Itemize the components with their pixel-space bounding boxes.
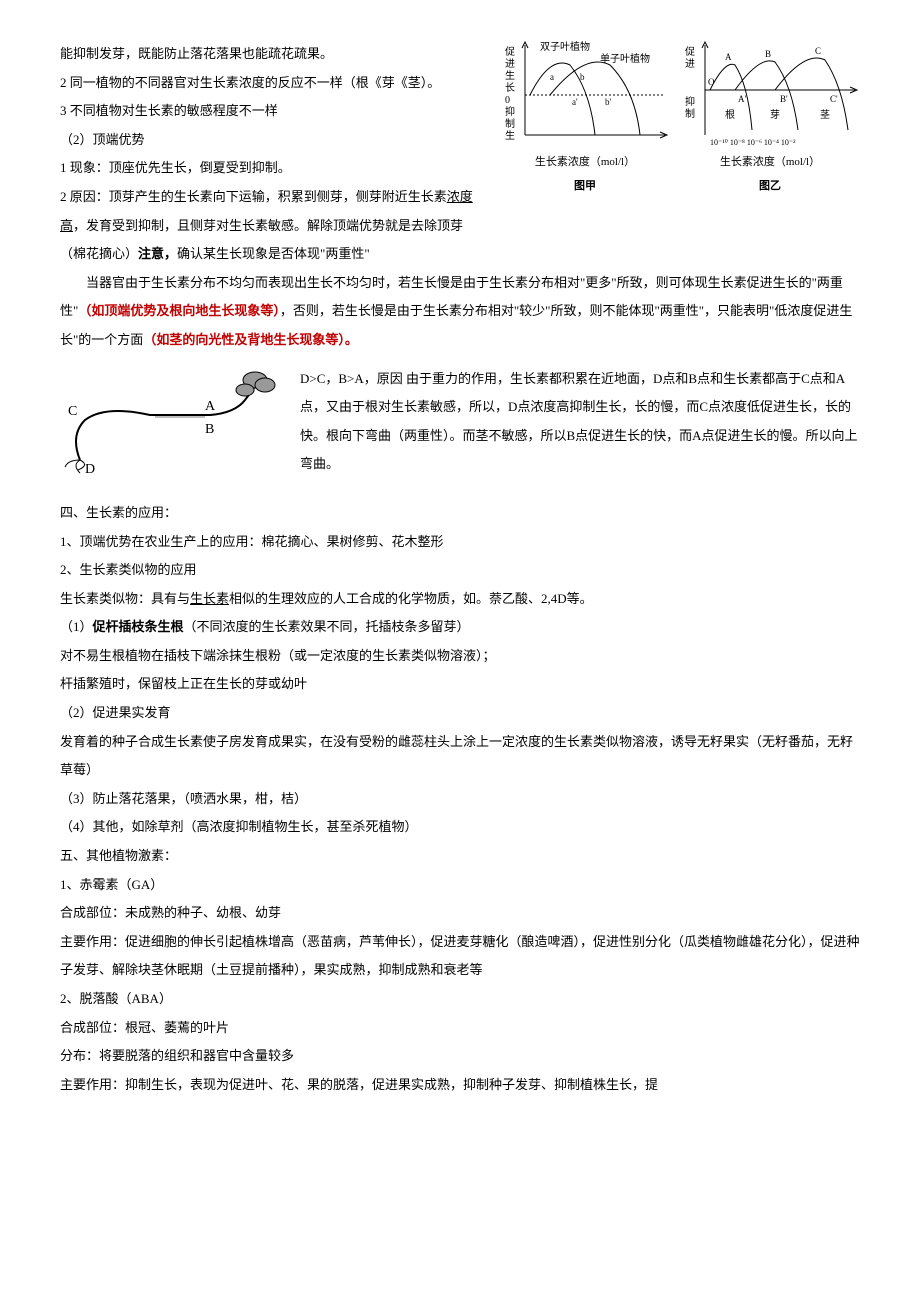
highlight-red-bold: （如顶端优势及根向地生长现象等）: [78, 303, 280, 318]
bold-text: 促杆插枝条生根: [93, 619, 184, 634]
point-B: B: [205, 422, 214, 437]
caption: 图甲: [500, 174, 670, 198]
xlabel: 生长素浓度（mol/l）: [680, 150, 860, 174]
line: 能抑制发芽，既能防止落花落果也能疏花疏果。: [60, 40, 480, 69]
svg-text:芽: 芽: [770, 108, 780, 121]
paragraph-duality: 当器官由于生长素分布不均匀而表现出生长不均匀时，若生长慢是由于生长素分布相对"更…: [60, 269, 860, 355]
bold-text: 注意，: [138, 246, 177, 261]
line: 主要作用：促进细胞的伸长引起植株增高（恶苗病，芦苇伸长），促进麦芽糖化（酿造啤酒…: [60, 928, 860, 985]
line: （4）其他，如除草剂（高浓度抑制植物生长，甚至杀死植物）: [60, 813, 860, 842]
svg-text:制: 制: [685, 107, 695, 120]
chart-jia: 促 进 生 长 0 抑 制 生 双子叶植物 单子叶植物 a b a' b' 生长…: [500, 40, 670, 198]
section-4: 四、生长素的应用： 1、顶端优势在农业生产上的应用：棉花摘心、果树修剪、花木整形…: [60, 499, 860, 842]
text: 相似的生理效应的人工合成的化学物质，如。萘乙酸、2,4D等。: [229, 591, 593, 606]
svg-text:抑: 抑: [505, 106, 515, 118]
svg-text:B: B: [765, 49, 771, 59]
point-C: C: [68, 404, 77, 419]
line: 2、脱落酸（ABA）: [60, 985, 860, 1014]
svg-text:进: 进: [505, 58, 515, 70]
svg-text:0: 0: [505, 95, 510, 106]
label: 双子叶植物: [540, 40, 590, 53]
chart-yi: 促 进 抑 制 O A B C A' B' C' 根 芽 茎 10⁻¹⁰ 10⁻…: [680, 40, 860, 198]
line: 1、赤霉素（GA）: [60, 871, 860, 900]
line: 合成部位：未成熟的种子、幼根、幼芽: [60, 899, 860, 928]
heading: 五、其他植物激素：: [60, 842, 860, 871]
svg-text:生: 生: [505, 129, 515, 142]
svg-text:B': B': [780, 94, 788, 104]
label: 单子叶植物: [600, 52, 650, 65]
svg-text:茎: 茎: [820, 109, 830, 121]
svg-text:生: 生: [505, 69, 515, 82]
plant-diagram-block: A B C D D>C，B>A，原因 由于重力的作用，生长素都积累在近地面，D点…: [60, 365, 860, 479]
line: 合成部位：根冠、萎蔫的叶片: [60, 1014, 860, 1043]
svg-text:根: 根: [725, 108, 735, 121]
text: 确认某生长现象是否体现"两重性": [177, 246, 370, 261]
line: 主要作用：抑制生长，表现为促进叶、花、果的脱落，促进果实成熟，抑制种子发芽、抑制…: [60, 1071, 860, 1100]
point-D: D: [85, 462, 95, 475]
line: 2 同一植物的不同器官对生长素浓度的反应不一样（根《芽《茎）。: [60, 69, 480, 98]
svg-text:A: A: [725, 52, 732, 62]
line: （2）促进果实发育: [60, 699, 860, 728]
line: 对不易生根植物在插枝下端涂抹生根粉（或一定浓度的生长素类似物溶液）；: [60, 642, 860, 671]
top-text-column: 能抑制发芽，既能防止落花落果也能疏花疏果。 2 同一植物的不同器官对生长素浓度的…: [60, 40, 480, 269]
svg-text:促: 促: [685, 45, 695, 58]
line: 2 原因：顶芽产生的生长素向下运输，积累到侧芽，侧芽附近生长素浓度高，发育受到抑…: [60, 183, 480, 269]
plant-svg: A B C D: [60, 365, 280, 475]
svg-text:抑: 抑: [685, 96, 695, 108]
top-section: 能抑制发芽，既能防止落花落果也能疏花疏果。 2 同一植物的不同器官对生长素浓度的…: [60, 40, 860, 269]
chart-jia-svg: 促 进 生 长 0 抑 制 生 双子叶植物 单子叶植物 a b a' b': [500, 40, 670, 150]
point-A: A: [205, 399, 216, 414]
line: （3）防止落花落果，（喷洒水果，柑，桔）: [60, 785, 860, 814]
line: 杆插繁殖时，保留枝上正在生长的芽或幼叶: [60, 670, 860, 699]
line: 发育着的种子合成生长素使子房发育成果实，在没有受粉的雌蕊柱头上涂上一定浓度的生长…: [60, 728, 860, 785]
svg-text:促: 促: [505, 45, 515, 58]
heading: 四、生长素的应用：: [60, 499, 860, 528]
line: 生长素类似物：具有与生长素相似的生理效应的人工合成的化学物质，如。萘乙酸、2,4…: [60, 585, 860, 614]
charts-container: 促 进 生 长 0 抑 制 生 双子叶植物 单子叶植物 a b a' b' 生长…: [500, 40, 860, 198]
line: （1）促杆插枝条生根（不同浓度的生长素效果不同，托插枝条多留芽）: [60, 613, 860, 642]
svg-text:进: 进: [685, 58, 695, 70]
svg-text:C: C: [815, 46, 821, 56]
highlight-red-bold: （如茎的向光性及背地生长现象等）。: [143, 332, 358, 347]
underline-text: 生长素: [190, 591, 229, 606]
caption: 图乙: [680, 174, 860, 198]
svg-text:制: 制: [505, 117, 515, 130]
svg-text:C': C': [830, 94, 838, 104]
plant-explanation: D>C，B>A，原因 由于重力的作用，生长素都积累在近地面，D点和B点和生长素都…: [300, 365, 860, 479]
svg-text:b: b: [580, 72, 585, 82]
section-5: 五、其他植物激素： 1、赤霉素（GA） 合成部位：未成熟的种子、幼根、幼芽 主要…: [60, 842, 860, 1099]
line: 1、顶端优势在农业生产上的应用：棉花摘心、果树修剪、花木整形: [60, 528, 860, 557]
svg-text:a: a: [550, 72, 554, 82]
line: 3 不同植物对生长素的敏感程度不一样: [60, 97, 480, 126]
chart-yi-svg: 促 进 抑 制 O A B C A' B' C' 根 芽 茎 10⁻¹⁰ 10⁻…: [680, 40, 860, 150]
text: 生长素类似物：具有与: [60, 591, 190, 606]
line: （2）顶端优势: [60, 126, 480, 155]
xticks: 10⁻¹⁰ 10⁻⁸ 10⁻⁶ 10⁻⁴ 10⁻²: [710, 138, 796, 147]
svg-text:长: 长: [505, 82, 515, 94]
xlabel: 生长素浓度（mol/l）: [500, 150, 670, 174]
line: 2、生长素类似物的应用: [60, 556, 860, 585]
line: 分布：将要脱落的组织和器官中含量较多: [60, 1042, 860, 1071]
line: 1 现象：顶座优先生长，倒夏受到抑制。: [60, 154, 480, 183]
text: 2 原因：顶芽产生的生长素向下运输，积累到侧芽，侧芽附近生长素: [60, 189, 447, 204]
svg-text:A': A': [738, 94, 746, 104]
svg-text:a': a': [572, 97, 578, 107]
svg-text:b': b': [605, 97, 612, 107]
text: （1）: [60, 619, 93, 634]
text: （不同浓度的生长素效果不同，托插枝条多留芽）: [184, 619, 470, 634]
